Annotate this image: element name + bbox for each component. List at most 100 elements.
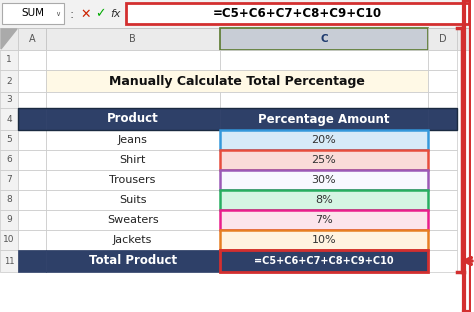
Text: Suits: Suits — [119, 195, 146, 205]
Bar — [46, 250, 219, 272]
Bar — [18, 50, 46, 70]
Bar — [219, 210, 428, 230]
Bar — [18, 108, 457, 130]
Bar — [457, 92, 471, 108]
Text: ✕: ✕ — [80, 7, 91, 21]
Bar — [428, 28, 457, 50]
Bar — [46, 150, 219, 170]
Bar — [428, 108, 457, 130]
Bar — [219, 170, 428, 190]
Bar — [18, 190, 46, 210]
Bar — [0, 190, 18, 210]
Text: fx: fx — [110, 9, 120, 19]
Bar — [457, 50, 471, 70]
Bar — [46, 230, 219, 250]
Bar — [18, 150, 46, 170]
Bar — [0, 0, 471, 28]
Text: 8%: 8% — [315, 195, 333, 205]
Bar — [46, 108, 219, 130]
Text: 2: 2 — [6, 76, 12, 85]
Text: 11: 11 — [4, 256, 14, 266]
Bar — [0, 130, 18, 150]
Text: 3: 3 — [6, 95, 12, 105]
Bar — [428, 50, 457, 70]
Bar — [219, 92, 428, 108]
Bar — [0, 210, 18, 230]
Text: A: A — [28, 34, 35, 44]
Bar — [0, 170, 18, 190]
Bar — [428, 250, 457, 272]
Bar — [219, 190, 428, 210]
Text: 5: 5 — [6, 135, 12, 144]
Bar — [46, 70, 428, 92]
Bar — [219, 250, 428, 272]
Bar — [46, 92, 219, 108]
Text: 10%: 10% — [311, 235, 336, 245]
Text: Jeans: Jeans — [118, 135, 147, 145]
Bar — [46, 190, 219, 210]
Bar — [219, 108, 428, 130]
Text: D: D — [439, 34, 447, 44]
Text: ✓: ✓ — [95, 7, 106, 21]
Text: 10: 10 — [3, 236, 15, 245]
Bar — [18, 170, 46, 190]
Bar — [0, 250, 18, 272]
Bar — [2, 3, 64, 24]
Bar — [0, 108, 18, 130]
Text: Jackets: Jackets — [113, 235, 152, 245]
Bar — [428, 190, 457, 210]
Bar — [46, 210, 219, 230]
Bar — [0, 28, 471, 50]
Bar — [219, 50, 428, 70]
Bar — [219, 130, 428, 150]
Text: :: : — [69, 7, 73, 21]
Text: Product: Product — [107, 113, 158, 125]
Bar — [219, 28, 428, 50]
Bar — [0, 92, 18, 108]
Bar — [0, 50, 18, 70]
Text: 9: 9 — [6, 216, 12, 225]
Text: 8: 8 — [6, 196, 12, 204]
Text: =C5+C6+C7+C8+C9+C10: =C5+C6+C7+C8+C9+C10 — [213, 7, 382, 20]
Text: C: C — [320, 34, 328, 44]
Bar — [46, 130, 219, 150]
Text: 7%: 7% — [315, 215, 333, 225]
Text: SUM: SUM — [21, 8, 44, 18]
Bar — [219, 150, 428, 170]
Bar — [18, 230, 46, 250]
Text: Manually Calculate Total Percentage: Manually Calculate Total Percentage — [109, 75, 365, 87]
Bar — [219, 230, 428, 250]
Bar — [457, 28, 471, 50]
Bar — [0, 70, 18, 92]
Bar — [18, 108, 46, 130]
Text: 20%: 20% — [311, 135, 336, 145]
Bar — [457, 70, 471, 92]
Bar — [428, 150, 457, 170]
Text: Sweaters: Sweaters — [107, 215, 158, 225]
Bar — [18, 210, 46, 230]
Text: 4: 4 — [6, 115, 12, 124]
Text: 1: 1 — [6, 56, 12, 65]
Bar — [428, 92, 457, 108]
Bar — [0, 230, 18, 250]
Text: ∨: ∨ — [55, 11, 60, 17]
Bar — [126, 3, 469, 24]
Bar — [0, 150, 18, 170]
Text: Total Product: Total Product — [89, 255, 177, 267]
Bar — [18, 130, 46, 150]
Bar — [18, 250, 46, 272]
Bar — [46, 28, 219, 50]
Bar — [46, 170, 219, 190]
Text: Shirt: Shirt — [119, 155, 146, 165]
Bar — [46, 50, 219, 70]
Text: Trousers: Trousers — [109, 175, 156, 185]
Bar — [428, 230, 457, 250]
Bar — [428, 130, 457, 150]
Bar — [18, 92, 46, 108]
Text: Percentage Amount: Percentage Amount — [258, 113, 390, 125]
Text: 25%: 25% — [311, 155, 336, 165]
Text: 7: 7 — [6, 175, 12, 184]
Text: 6: 6 — [6, 155, 12, 164]
Polygon shape — [1, 29, 17, 49]
Bar — [428, 70, 457, 92]
